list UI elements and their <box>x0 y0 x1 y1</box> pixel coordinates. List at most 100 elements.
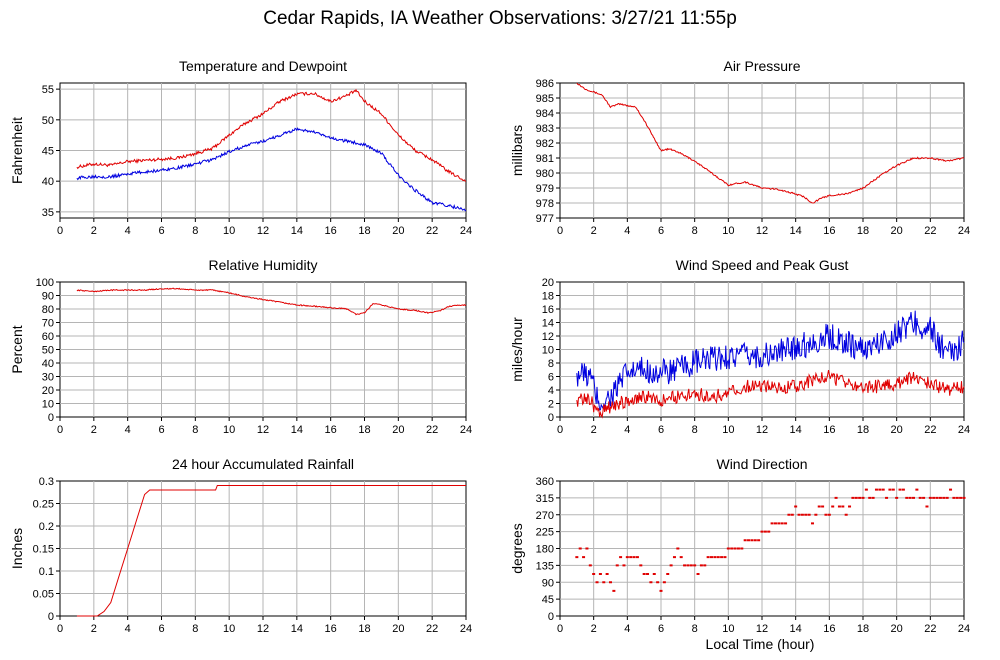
data-point <box>679 556 683 559</box>
data-point <box>874 488 878 491</box>
y-tick-label: 20 <box>542 277 554 289</box>
data-point <box>676 547 680 550</box>
x-tick-label: 6 <box>658 225 664 237</box>
data-point <box>952 496 956 499</box>
x-tick-label: 10 <box>722 623 734 635</box>
y-tick-label: 0 <box>548 412 554 424</box>
chart-pressure: 0 2 4 6 8 10 12 14 16 18 20 22 249779789799809819829… <box>509 58 970 237</box>
x-tick-label: 22 <box>426 424 438 436</box>
x-tick-label: 18 <box>857 225 869 237</box>
y-tick-label: 90 <box>542 577 554 589</box>
x-tick-label: 22 <box>924 623 936 635</box>
y-tick-label: 6 <box>548 372 554 384</box>
data-point <box>733 547 737 550</box>
chart-humidity: 0 2 4 6 8 10 12 14 16 18 20 22 240102030405060708090… <box>9 257 472 436</box>
x-tick-label: 8 <box>192 623 198 635</box>
x-tick-label: 22 <box>924 424 936 436</box>
x-tick-label: 12 <box>756 424 768 436</box>
data-point <box>763 530 767 533</box>
y-tick-label: 10 <box>42 399 54 411</box>
data-point <box>800 513 804 516</box>
data-point <box>794 505 798 508</box>
x-tick-label: 24 <box>958 424 970 436</box>
data-point <box>807 513 811 516</box>
x-tick-label: 14 <box>291 623 303 635</box>
x-tick-label: 4 <box>624 424 630 436</box>
y-tick-label: 14 <box>542 318 554 330</box>
page-title: Cedar Rapids, IA Weather Observations: 3… <box>263 8 737 29</box>
y-tick-label: 12 <box>542 331 554 343</box>
data-point <box>848 505 852 508</box>
data-point <box>713 556 717 559</box>
x-tick-label: 20 <box>891 424 903 436</box>
x-tick-label: 14 <box>291 225 303 237</box>
x-tick-label: 6 <box>658 424 664 436</box>
x-tick-label: 18 <box>857 424 869 436</box>
data-point <box>945 496 949 499</box>
x-tick-label: 8 <box>692 623 698 635</box>
y-tick-label: 80 <box>42 304 54 316</box>
x-tick-label: 12 <box>756 623 768 635</box>
data-point <box>844 513 848 516</box>
x-tick-label: 20 <box>392 225 404 237</box>
y-tick-label: 978 <box>536 198 554 210</box>
data-point <box>955 496 959 499</box>
x-tick-label: 20 <box>891 623 903 635</box>
data-point <box>696 573 700 575</box>
data-point <box>706 556 710 559</box>
y-tick-label: 35 <box>42 207 54 219</box>
y-tick-label: 0 <box>548 611 554 623</box>
x-tick-label: 16 <box>325 225 337 237</box>
x-tick-label: 0 <box>57 424 63 436</box>
data-point <box>770 522 774 525</box>
data-point <box>578 547 582 550</box>
data-point <box>814 513 818 516</box>
data-point <box>777 522 781 525</box>
data-point <box>632 556 636 559</box>
x-tick-label: 24 <box>958 623 970 635</box>
data-point <box>804 513 808 516</box>
y-tick-label: 982 <box>536 138 554 150</box>
x-tick-label: 10 <box>722 225 734 237</box>
data-point <box>730 547 734 550</box>
data-point <box>649 581 653 584</box>
chart-rainfall: 0 2 4 6 8 10 12 14 16 18 20 22 2400.050.10.150.20.25… <box>9 456 472 635</box>
y-tick-label: 983 <box>536 123 554 135</box>
data-point <box>938 496 942 499</box>
x-tick-label: 6 <box>158 623 164 635</box>
x-axis-label: Local Time (hour) <box>705 636 815 652</box>
y-tick-label: 0 <box>48 611 54 623</box>
data-point <box>851 496 855 499</box>
y-tick-label: 315 <box>536 493 554 505</box>
x-tick-label: 16 <box>325 424 337 436</box>
y-axis-label: millibars <box>509 125 525 176</box>
x-tick-label: 8 <box>692 424 698 436</box>
data-point <box>760 530 764 533</box>
y-tick-label: 18 <box>542 291 554 303</box>
data-point <box>915 488 919 491</box>
data-point <box>625 556 629 559</box>
y-tick-label: 40 <box>42 176 54 188</box>
x-tick-label: 18 <box>358 225 370 237</box>
y-tick-label: 20 <box>42 385 54 397</box>
data-point <box>861 496 865 499</box>
data-point <box>898 488 902 491</box>
x-tick-label: 14 <box>790 225 802 237</box>
data-point <box>635 556 639 559</box>
data-point <box>656 581 660 584</box>
data-point <box>925 505 929 508</box>
data-point <box>928 496 932 499</box>
y-tick-label: 45 <box>542 594 554 606</box>
data-point <box>592 573 596 575</box>
x-tick-label: 22 <box>426 225 438 237</box>
data-point <box>854 496 858 499</box>
data-point <box>703 564 707 567</box>
data-point <box>784 522 788 525</box>
data-point <box>797 513 801 516</box>
data-point <box>841 505 845 508</box>
data-point <box>622 564 626 567</box>
x-tick-label: 24 <box>958 225 970 237</box>
y-tick-label: 0 <box>48 412 54 424</box>
y-tick-label: 360 <box>536 476 554 488</box>
y-tick-label: 8 <box>548 358 554 370</box>
